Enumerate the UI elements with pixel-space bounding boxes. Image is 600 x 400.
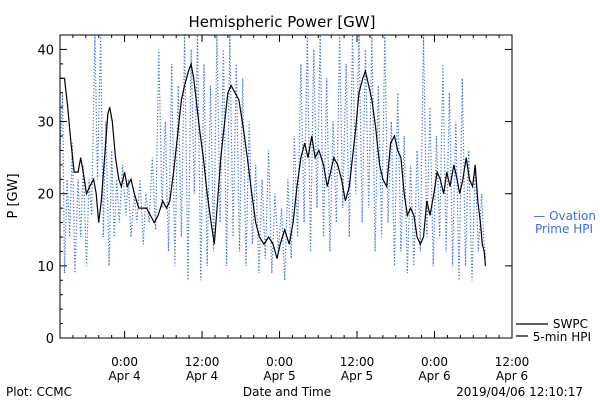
x-tick-date-0: Apr 4: [108, 369, 140, 383]
x-tick-date-1: Apr 4: [186, 369, 218, 383]
chart-title: Hemispheric Power [GW]: [189, 13, 376, 31]
y-tick-label-1: 10: [37, 260, 54, 275]
x-tick-time-4: 0:00: [421, 355, 448, 369]
x-tick-date-5: Apr 6: [496, 369, 528, 383]
series-line-1: [60, 35, 487, 281]
x-tick-date-2: Apr 5: [263, 369, 295, 383]
legend-ovation-line1: — Ovation: [533, 209, 596, 223]
x-axis-label: Date and Time: [243, 385, 331, 399]
x-tick-time-0: 0:00: [111, 355, 138, 369]
series-line-0: [60, 61, 487, 266]
x-tick-date-4: Apr 6: [418, 369, 450, 383]
timestamp: 2019/04/06 12:10:17: [456, 385, 583, 399]
x-tick-time-1: 12:00: [185, 355, 220, 369]
y-axis-label: P [GW]: [6, 173, 21, 218]
plot-frame: [59, 34, 513, 339]
legend-swpc-line1: SWPC: [553, 317, 588, 331]
y-tick-label-4: 40: [37, 43, 54, 58]
y-tick-label-0: 0: [46, 332, 54, 347]
plot-credit: Plot: CCMC: [6, 385, 72, 399]
x-tick-time-2: 0:00: [266, 355, 293, 369]
x-tick-date-3: Apr 5: [341, 369, 373, 383]
x-tick-time-5: 12:00: [495, 355, 530, 369]
x-tick-time-3: 12:00: [340, 355, 375, 369]
legend-ovation-line2: Prime HPI: [535, 222, 593, 236]
y-tick-label-3: 30: [37, 116, 54, 131]
y-tick-label-2: 20: [37, 188, 54, 203]
legend-swpc-line2: 5-min HPI: [533, 330, 591, 344]
